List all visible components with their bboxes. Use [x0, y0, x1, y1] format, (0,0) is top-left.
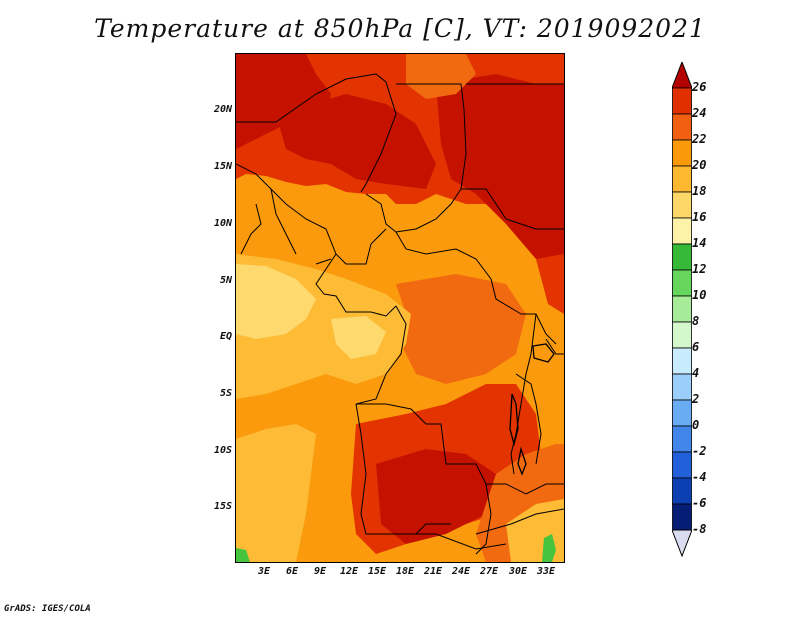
temp-zone-26-angola: [376, 449, 496, 544]
map-border: [235, 53, 565, 563]
colorbar-tick-label: -2: [692, 444, 707, 458]
lat-label: 5S: [219, 388, 232, 399]
temp-zone-12-sw: [236, 548, 250, 562]
colorbar-tick-label: 12: [692, 262, 707, 276]
colorbar-tick-label: -6: [692, 496, 707, 510]
colorbar-tick-label: 4: [692, 366, 700, 380]
temperature-map: [236, 54, 564, 562]
lon-label: 21E: [423, 566, 443, 577]
temp-zone-18-south-atlantic: [236, 424, 316, 562]
lat-label: 15N: [213, 161, 232, 172]
colorbar-tick-label: 18: [692, 184, 707, 198]
lat-label: EQ: [219, 331, 232, 342]
colorbar-tick-label: 8: [692, 314, 700, 328]
colorbar-box: [672, 217, 692, 245]
lon-label: 24E: [451, 566, 471, 577]
country-borders: [236, 73, 564, 555]
colorbar-tick-label: 10: [692, 288, 707, 302]
colorbar-tick-label: 24: [692, 106, 707, 120]
colorbar-tick-label: 16: [692, 210, 707, 224]
colorbar-box: [672, 87, 692, 115]
colorbar-box: [672, 139, 692, 167]
colorbar-box: [672, 243, 692, 271]
credit-text: GrADS: IGES/COLA: [4, 604, 91, 614]
temp-zone-16-gabon: [331, 316, 386, 359]
colorbar-box: [672, 269, 692, 297]
lon-label: 15E: [367, 566, 387, 577]
colorbar-box: [672, 113, 692, 141]
lon-label: 27E: [479, 566, 499, 577]
temp-zone-12-se: [542, 534, 556, 562]
lon-label: 18E: [395, 566, 415, 577]
colorbar-box: [672, 373, 692, 401]
temp-zone-16-gulf: [236, 264, 316, 339]
temp-zone-26-north-central: [276, 94, 436, 189]
colorbar-box: [672, 451, 692, 479]
colorbar-tick-label: 26: [692, 80, 707, 94]
lat-label: 10N: [213, 218, 232, 229]
colorbar-box: [672, 321, 692, 349]
colorbar-box: [672, 191, 692, 219]
colorbar-tick-label: 20: [692, 158, 707, 172]
colorbar-box: [672, 295, 692, 323]
colorbar-box: [672, 399, 692, 427]
lat-label: 5N: [219, 275, 232, 286]
colorbar: [672, 62, 692, 558]
lat-label: 10S: [213, 445, 232, 456]
colorbar-tick-label: 14: [692, 236, 707, 250]
colorbar-box: [672, 425, 692, 453]
lon-label: 3E: [257, 566, 271, 577]
temp-zone-22-chad: [406, 54, 476, 99]
colorbar-arrow-bottom: [672, 529, 692, 557]
colorbar-box: [672, 477, 692, 505]
colorbar-tick-label: -8: [692, 522, 707, 536]
colorbar-tick-label: 2: [692, 392, 700, 406]
lon-label: 12E: [339, 566, 359, 577]
colorbar-tick-label: -4: [692, 470, 707, 484]
colorbar-tick-label: 22: [692, 132, 707, 146]
lat-label: 20N: [213, 104, 232, 115]
colorbar-box: [672, 503, 692, 531]
colorbar-box: [672, 347, 692, 375]
lakes: [509, 343, 555, 476]
colorbar-arrow-top: [672, 62, 692, 89]
lat-label: 15S: [213, 501, 232, 512]
colorbar-tick-label: 6: [692, 340, 700, 354]
colorbar-box: [672, 165, 692, 193]
lon-label: 6E: [285, 566, 299, 577]
temp-zone-22-basin: [396, 274, 526, 384]
lon-label: 33E: [536, 566, 556, 577]
lon-label: 30E: [508, 566, 528, 577]
lon-label: 9E: [313, 566, 327, 577]
temp-zone-26-sudan: [436, 74, 564, 259]
chart-title: Temperature at 850hPa [C], VT: 201909202…: [94, 14, 706, 43]
colorbar-tick-label: 0: [692, 418, 700, 432]
